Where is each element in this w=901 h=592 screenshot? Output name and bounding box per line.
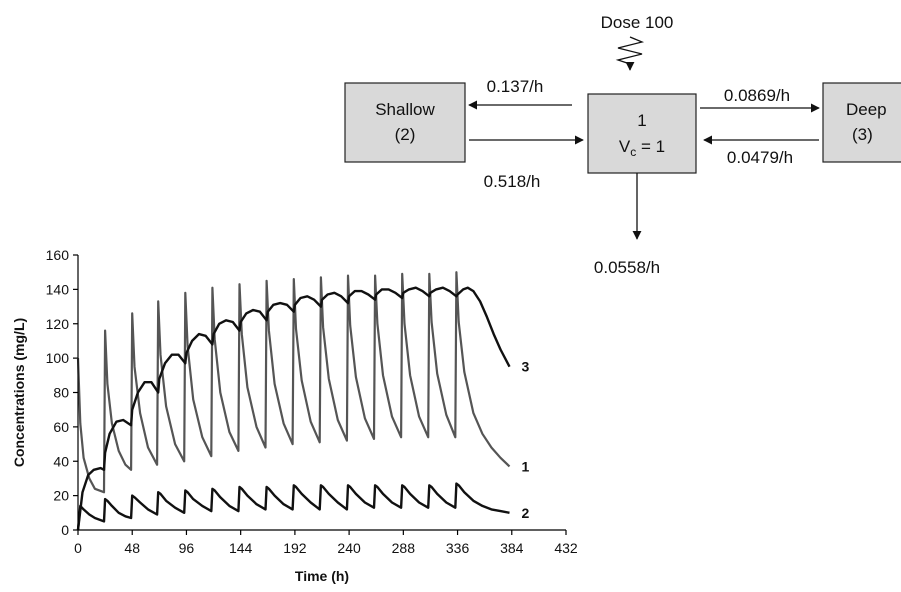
y-axis-title: Concentrations (mg/L): [11, 318, 27, 467]
dose-zigzag-icon: [615, 36, 645, 71]
x-tick-label-144: 144: [229, 540, 253, 556]
y-tick-label-100: 100: [46, 350, 70, 366]
x-tick-label-0: 0: [74, 540, 82, 556]
y-tick-label-120: 120: [46, 316, 70, 332]
deep-compartment-number: (3): [852, 125, 873, 144]
central-compartment-number: 1: [637, 111, 646, 130]
x-tick-label-432: 432: [554, 540, 578, 556]
y-tick-label-20: 20: [53, 488, 69, 504]
series-1-label: 1: [522, 458, 530, 474]
central-compartment-volume: Vc = 1: [619, 137, 665, 159]
rate-deep-to-central: 0.0479/h: [727, 148, 793, 167]
y-tick-label-140: 140: [46, 281, 70, 297]
concentration-time-chart: 0 20 40 60 80 100 120 140 160 0 48 96 144 192 240 288 3…: [11, 247, 578, 584]
x-tick-label-336: 336: [446, 540, 470, 556]
series-layer: 1 2 3: [76, 271, 530, 531]
x-tick-label-48: 48: [124, 540, 140, 556]
deep-compartment-box: [822, 82, 901, 163]
series-1-line: [76, 271, 511, 494]
dose-label: Dose 100: [601, 13, 674, 32]
y-axis-ticks: 0 20 40 60 80 100 120 140 160: [46, 247, 78, 538]
deep-compartment-name: Deep: [846, 100, 887, 119]
y-tick-label-160: 160: [46, 247, 70, 263]
x-tick-label-384: 384: [500, 540, 524, 556]
y-tick-label-0: 0: [61, 522, 69, 538]
x-axis-title: Time (h): [295, 568, 349, 584]
series-3-line: [76, 286, 511, 531]
y-tick-label-40: 40: [53, 453, 69, 469]
x-tick-label-96: 96: [179, 540, 195, 556]
x-tick-label-192: 192: [283, 540, 307, 556]
x-tick-label-240: 240: [337, 540, 361, 556]
x-axis-ticks: 0 48 96 144 192 240 288 336 384 432: [74, 530, 578, 556]
y-tick-label-60: 60: [53, 419, 69, 435]
shallow-compartment-box: [344, 82, 466, 163]
shallow-compartment-name: Shallow: [375, 100, 435, 119]
series-2-label: 2: [522, 505, 530, 521]
rate-central-to-deep: 0.0869/h: [724, 86, 790, 105]
shallow-compartment-number: (2): [395, 125, 416, 144]
rate-central-to-shallow: 0.137/h: [487, 77, 544, 96]
rate-elimination: 0.0558/h: [594, 258, 660, 277]
rate-shallow-to-central: 0.518/h: [484, 172, 541, 191]
x-tick-label-288: 288: [392, 540, 416, 556]
series-2-line: [76, 482, 510, 531]
series-3-label: 3: [522, 359, 530, 375]
central-compartment-box: [587, 93, 697, 174]
compartment-diagram: Dose 100 Shallow (2) 1 Vc = 1 Deep (3) 0…: [344, 13, 901, 277]
y-tick-label-80: 80: [53, 385, 69, 401]
